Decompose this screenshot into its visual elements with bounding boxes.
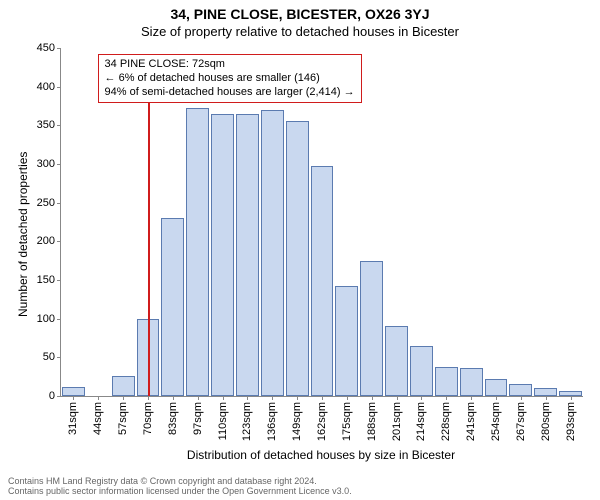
x-tick-label: 44sqm — [92, 402, 104, 435]
histogram-bar — [311, 166, 334, 396]
x-axis-label: Distribution of detached houses by size … — [60, 448, 582, 462]
x-tick-label: 228sqm — [440, 402, 452, 441]
page-subtitle: Size of property relative to detached ho… — [0, 24, 600, 39]
x-tick — [123, 396, 124, 400]
y-tick-label: 150 — [37, 274, 55, 286]
histogram-bar — [410, 346, 433, 396]
x-tick-label: 162sqm — [316, 402, 328, 441]
x-tick — [272, 396, 273, 400]
x-tick — [421, 396, 422, 400]
y-tick-label: 100 — [37, 313, 55, 325]
x-tick-label: 123sqm — [241, 402, 253, 441]
y-tick-label: 400 — [37, 81, 55, 93]
histogram-bar — [435, 367, 458, 396]
x-tick — [397, 396, 398, 400]
annotation-box: 34 PINE CLOSE: 72sqm← 6% of detached hou… — [98, 54, 362, 103]
x-tick-label: 83sqm — [167, 402, 179, 435]
histogram-bar — [335, 286, 358, 396]
x-tick-label: 241sqm — [465, 402, 477, 441]
x-tick-label: 175sqm — [341, 402, 353, 441]
x-tick — [546, 396, 547, 400]
histogram-bar — [286, 121, 309, 396]
x-tick — [496, 396, 497, 400]
x-tick — [198, 396, 199, 400]
page-title: 34, PINE CLOSE, BICESTER, OX26 3YJ — [0, 6, 600, 22]
y-tick-label: 350 — [37, 119, 55, 131]
x-tick-label: 136sqm — [266, 402, 278, 441]
property-marker-line — [148, 76, 150, 396]
y-tick — [57, 203, 61, 204]
x-tick-label: 201sqm — [391, 402, 403, 441]
y-tick — [57, 319, 61, 320]
x-tick-label: 97sqm — [192, 402, 204, 435]
x-tick-label: 267sqm — [515, 402, 527, 441]
x-tick — [347, 396, 348, 400]
annotation-line: ← 6% of detached houses are smaller (146… — [105, 72, 355, 86]
histogram-bar — [161, 218, 184, 396]
x-tick-label: 254sqm — [490, 402, 502, 441]
x-tick-label: 31sqm — [67, 402, 79, 435]
x-tick — [571, 396, 572, 400]
y-tick-label: 50 — [43, 351, 55, 363]
y-tick-label: 300 — [37, 158, 55, 170]
y-tick-label: 250 — [37, 197, 55, 209]
x-tick — [471, 396, 472, 400]
x-tick-label: 57sqm — [117, 402, 129, 435]
annotation-line: 34 PINE CLOSE: 72sqm — [105, 58, 355, 72]
histogram-bar — [261, 110, 284, 396]
histogram-bar — [360, 261, 383, 396]
x-tick — [98, 396, 99, 400]
y-tick-label: 0 — [49, 390, 55, 402]
footer-line: Contains HM Land Registry data © Crown c… — [8, 476, 352, 486]
x-tick — [247, 396, 248, 400]
x-tick — [173, 396, 174, 400]
y-tick — [57, 357, 61, 358]
y-tick — [57, 164, 61, 165]
y-tick — [57, 396, 61, 397]
y-tick-label: 450 — [37, 42, 55, 54]
x-tick — [372, 396, 373, 400]
y-axis-label: Number of detached properties — [16, 152, 30, 317]
y-tick — [57, 241, 61, 242]
footer-attribution: Contains HM Land Registry data © Crown c… — [8, 476, 352, 496]
x-tick-label: 110sqm — [217, 402, 229, 440]
histogram-bar — [534, 388, 557, 396]
histogram-bar — [62, 387, 85, 396]
histogram-bar — [211, 114, 234, 396]
y-tick — [57, 48, 61, 49]
x-tick — [446, 396, 447, 400]
annotation-line: 94% of semi-detached houses are larger (… — [105, 86, 355, 100]
x-tick-label: 188sqm — [366, 402, 378, 441]
y-tick — [57, 125, 61, 126]
histogram-bar — [186, 108, 209, 396]
histogram-bar — [460, 368, 483, 396]
x-tick — [148, 396, 149, 400]
y-tick-label: 200 — [37, 235, 55, 247]
x-tick-label: 149sqm — [291, 402, 303, 441]
histogram-bar — [385, 326, 408, 396]
histogram-bar — [236, 114, 259, 396]
histogram-bar — [485, 379, 508, 396]
x-tick — [521, 396, 522, 400]
y-tick — [57, 87, 61, 88]
x-tick-label: 280sqm — [540, 402, 552, 441]
x-tick — [297, 396, 298, 400]
x-tick — [322, 396, 323, 400]
x-tick — [223, 396, 224, 400]
x-tick-label: 293sqm — [565, 402, 577, 441]
footer-line: Contains public sector information licen… — [8, 486, 352, 496]
chart-plot-area: 05010015020025030035040045031sqm44sqm57s… — [60, 48, 583, 397]
x-tick-label: 70sqm — [142, 402, 154, 435]
x-tick-label: 214sqm — [415, 402, 427, 441]
x-tick — [73, 396, 74, 400]
histogram-bar — [112, 376, 135, 396]
histogram-bar — [509, 384, 532, 396]
y-tick — [57, 280, 61, 281]
